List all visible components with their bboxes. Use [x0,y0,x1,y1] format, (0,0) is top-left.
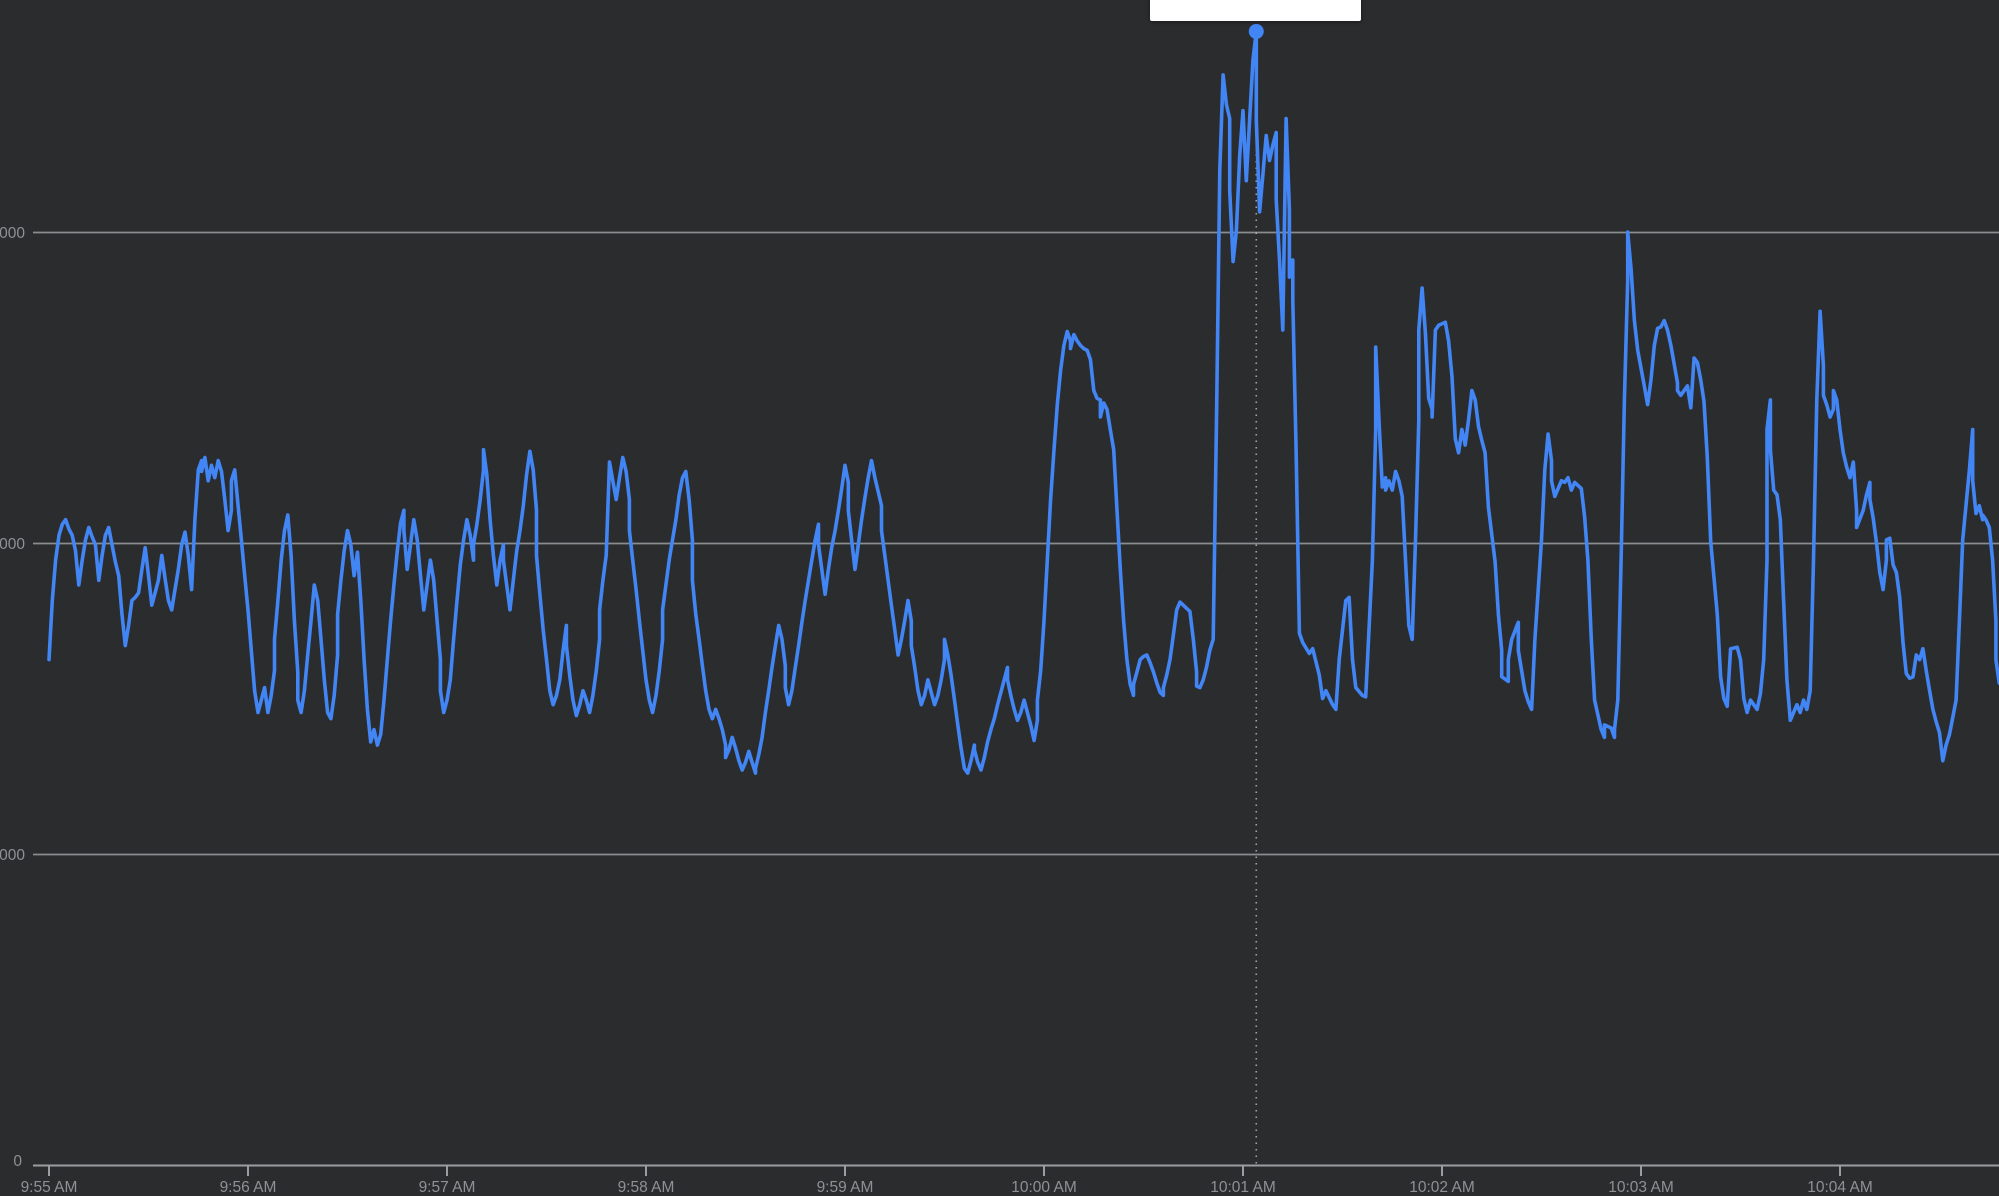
selected-point-marker[interactable] [1248,23,1264,39]
series-line-series-1 [47,29,1999,775]
y-tick-label-2000: 000 [0,847,25,864]
x-tick-label-2: 9:57 AM [419,1179,476,1196]
x-tick-label-7: 10:02 AM [1409,1179,1475,1196]
x-tick-label-3: 9:58 AM [618,1179,675,1196]
y-tick-label-0: 0 [13,1153,22,1170]
y-tick-label-4000: 000 [0,536,25,553]
x-tick-label-9: 10:04 AM [1807,1179,1873,1196]
x-tick-label-5: 10:00 AM [1011,1179,1077,1196]
y-tick-label-6000: 000 [0,225,25,242]
x-tick-label-0: 9:55 AM [21,1179,78,1196]
x-tick-label-4: 9:59 AM [817,1179,874,1196]
x-tick-label-8: 10:03 AM [1608,1179,1674,1196]
tooltip [1150,0,1361,21]
x-tick-label-6: 10:01 AM [1210,1179,1276,1196]
x-tick-label-1: 9:56 AM [220,1179,277,1196]
